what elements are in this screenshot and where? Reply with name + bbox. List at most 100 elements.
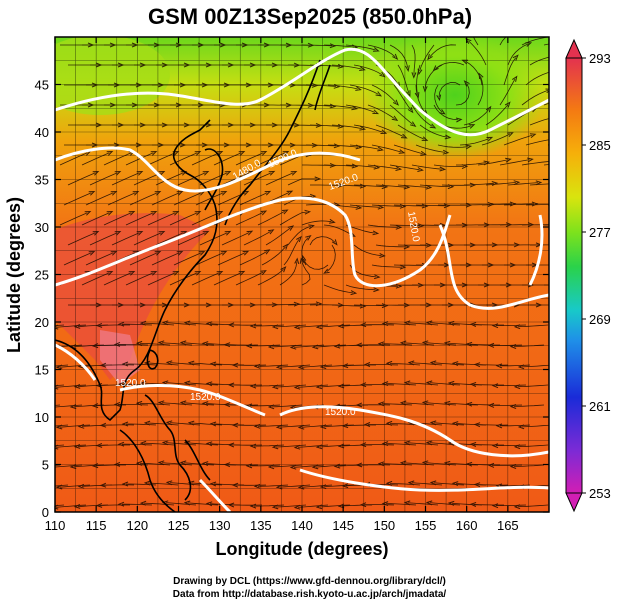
streamline-arrowhead (296, 235, 302, 243)
streamline-arrowhead (558, 303, 563, 307)
streamline (393, 84, 412, 111)
streamline-arrowhead (429, 420, 437, 426)
streamline (507, 43, 529, 66)
streamline (521, 89, 549, 106)
streamline (491, 464, 523, 466)
streamline (151, 252, 180, 266)
streamline (147, 152, 176, 166)
streamline (55, 504, 65, 507)
streamline-arrowhead (550, 159, 555, 163)
streamline-arrowhead (550, 70, 555, 74)
streamline (397, 64, 410, 94)
streamline-arrowhead (201, 341, 209, 347)
streamline-arrowhead (154, 190, 162, 196)
streamline (320, 444, 351, 448)
streamline (265, 227, 291, 246)
streamline (393, 144, 423, 155)
streamline-arrowhead (161, 440, 169, 446)
streamline-arrowhead (198, 250, 206, 256)
contour-label: 1520.0 (115, 378, 146, 389)
streamline-arrowhead (216, 270, 224, 276)
streamline (435, 61, 465, 69)
streamline (309, 236, 336, 246)
streamline (170, 482, 201, 486)
streamline-arrowhead (372, 230, 380, 236)
streamline-arrowhead (253, 363, 261, 369)
streamline (166, 442, 197, 446)
y-tick-label: 15 (35, 363, 49, 378)
streamline-arrowhead (377, 146, 384, 152)
streamline-arrowhead (491, 383, 499, 389)
streamline-arrowhead (205, 381, 213, 387)
streamline (195, 252, 224, 266)
streamline-arrowhead (209, 421, 217, 427)
streamline-arrowhead (55, 324, 59, 330)
streamline (280, 424, 311, 428)
streamline (448, 462, 479, 466)
streamline-arrowhead (359, 183, 367, 189)
cyclone-cool-area (365, 37, 545, 160)
coastlines (55, 59, 331, 512)
plot-area: 1480.0 1500.0 1520.0 1520.0 1520.0 1520.… (31, 37, 563, 512)
streamline (254, 384, 285, 387)
colorbar-tick-label: 253 (589, 486, 611, 501)
x-tick-label: 110 (45, 518, 66, 533)
streamline-arrowhead (381, 381, 389, 387)
streamline-arrowhead (392, 99, 400, 106)
streamline-arrowhead (161, 380, 169, 386)
streamline (529, 183, 549, 186)
streamline-arrowhead (398, 149, 406, 154)
streamline-arrowhead (179, 460, 187, 466)
streamline-arrowhead (299, 257, 305, 264)
streamline-arrowhead (315, 504, 323, 510)
streamline (188, 502, 219, 506)
streamline (162, 342, 193, 346)
streamline-arrowhead (271, 444, 279, 450)
streamline-arrowhead (558, 182, 563, 186)
streamline-arrowhead (373, 274, 381, 280)
streamline-arrowhead (136, 170, 144, 176)
streamline (56, 384, 87, 388)
streamline-arrowhead (157, 400, 165, 406)
streamline-arrowhead (333, 463, 341, 469)
streamline (353, 184, 385, 188)
streamline (166, 322, 197, 326)
streamline (272, 464, 303, 468)
streamline (169, 152, 198, 166)
streamline-arrowhead (216, 150, 224, 156)
streamline-arrowhead (31, 445, 36, 449)
streamline (111, 232, 140, 246)
streamline-arrowhead (455, 117, 463, 123)
streamline-arrowhead (117, 321, 125, 327)
credit-line-1: Drawing by DCL (https://www.gfd-dennou.o… (173, 576, 446, 587)
streamline-arrowhead (183, 320, 191, 326)
streamline-arrowhead (263, 249, 271, 255)
streamline-arrowhead (513, 324, 521, 330)
streamline-arrowhead (395, 224, 403, 230)
streamline (499, 78, 516, 106)
streamline-arrowhead (444, 134, 452, 140)
streamline (302, 484, 333, 488)
streamline (385, 503, 417, 506)
streamline-arrowhead (377, 204, 385, 210)
colorbar-tick-label: 293 (589, 51, 611, 66)
streamline-arrowhead (319, 424, 327, 430)
streamline-arrowhead (473, 362, 481, 368)
streamline-arrowhead (436, 94, 442, 102)
streamline-arrowhead (308, 224, 315, 230)
x-tick-label: 165 (497, 518, 519, 533)
streamline (125, 212, 154, 226)
streamline-arrowhead (106, 210, 114, 216)
streamline-arrowhead (113, 461, 121, 467)
streamline (301, 44, 333, 47)
streamline (345, 364, 376, 367)
streamline (408, 322, 439, 326)
streamline-arrowhead (329, 218, 336, 224)
streamline (254, 444, 285, 447)
streamline (177, 172, 206, 186)
streamline-arrowhead (509, 464, 517, 469)
streamline (429, 44, 457, 58)
streamline-arrowhead (165, 480, 173, 486)
north-west-cool-area (55, 37, 170, 115)
streamline (375, 184, 406, 188)
